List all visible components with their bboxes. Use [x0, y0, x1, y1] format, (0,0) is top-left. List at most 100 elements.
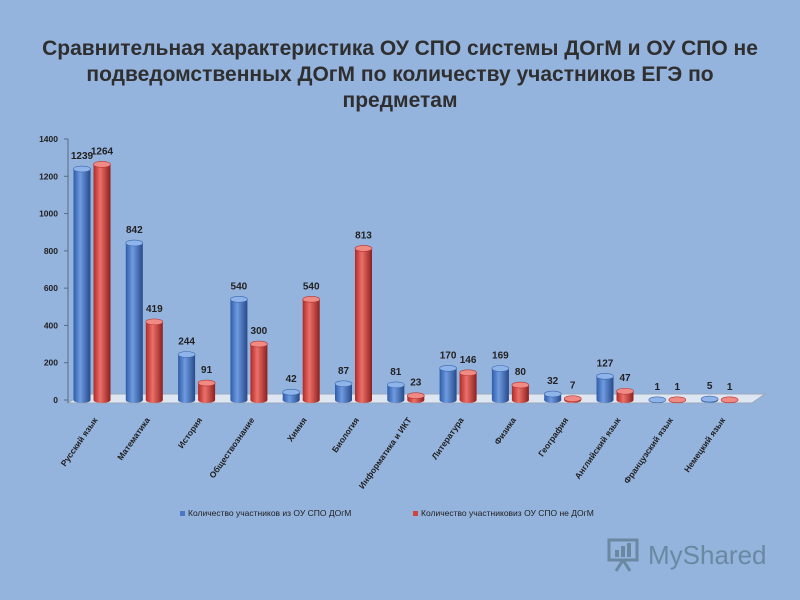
bar-base-series-2: [511, 397, 529, 403]
value-label-series-2: 419: [146, 304, 163, 315]
bar-series-2: [198, 383, 216, 400]
bar-base-series-2: [459, 397, 477, 403]
y-tick-label: 400: [44, 320, 58, 330]
bar-top-series-2: [668, 396, 687, 404]
slide-title: Сравнительная характеристика ОУ СПО сист…: [42, 37, 758, 112]
x-tick-label: Обществознание: [207, 415, 257, 480]
value-label-series-1: 81: [390, 367, 402, 378]
bar-base-series-2: [616, 397, 634, 403]
value-label-series-2: 91: [201, 365, 213, 376]
bar-top-series-2: [250, 340, 268, 348]
bar-top-series-1: [700, 395, 719, 403]
legend: Количество участников из ОУ СПО ДОгМ Кол…: [180, 508, 594, 518]
bar-top-series-1: [543, 390, 562, 398]
bar-top-series-2: [511, 381, 530, 389]
x-axis-labels: Русский язык Математика История Обществозна…: [59, 415, 728, 491]
value-label-series-1: 32: [547, 376, 559, 387]
bar-top-series-1: [334, 380, 353, 388]
bar-top-series-1: [491, 365, 510, 372]
x-tick-label: Русский язык: [59, 415, 101, 468]
bar-base-series-1: [439, 397, 457, 403]
bar-top-series-2: [406, 392, 425, 400]
bar-base-series-2: [145, 397, 163, 403]
bar-base-series-2: [302, 397, 320, 403]
bar-top-series-1: [648, 396, 667, 404]
bar-base-series-1: [178, 397, 196, 403]
y-tick-label: 1200: [39, 171, 58, 181]
bar-base-series-1: [230, 397, 248, 403]
value-label-series-2: 47: [619, 373, 631, 384]
watermark: MyShared: [606, 536, 767, 574]
presentation-board-icon: [607, 538, 639, 572]
bar-base-series-1: [596, 397, 614, 403]
value-label-series-1: 169: [492, 350, 509, 361]
bar-top-series-1: [386, 381, 405, 389]
value-label-series-2: 813: [355, 230, 372, 241]
bar-series-2: [355, 248, 372, 400]
bar-series-1: [439, 368, 457, 400]
bar-base-series-1: [335, 397, 352, 403]
bar-base-series-1: [387, 397, 405, 403]
value-label-series-1: 244: [178, 337, 195, 348]
bar-base-series-1: [544, 397, 562, 403]
bar-top-series-2: [145, 318, 164, 326]
bar-base-series-1: [125, 397, 143, 403]
bar-top-series-1: [230, 296, 248, 303]
y-tick-label: 800: [44, 246, 58, 256]
bar-series-2: [93, 164, 111, 400]
bar-series-1: [125, 243, 143, 400]
bar-series-1: [335, 383, 352, 400]
bar-top-series-2: [616, 387, 634, 395]
value-label-series-1: 540: [231, 281, 248, 292]
legend-swatch-series-2: [413, 511, 418, 516]
x-tick-label: Биология: [330, 415, 361, 454]
value-label-series-1: 5: [707, 381, 713, 392]
y-tick-label: 0: [53, 395, 58, 405]
bar-top-series-1: [282, 388, 301, 396]
bar-series-1: [73, 169, 91, 400]
bar-top-series-1: [73, 165, 91, 173]
value-label-series-1: 1239: [71, 151, 94, 162]
bar-series-2: [616, 391, 634, 400]
bar-series-1: [491, 368, 509, 400]
bar-base-series-1: [491, 397, 509, 403]
value-label-series-2: 1: [727, 382, 733, 393]
x-tick-label: Немецкий язык: [682, 415, 728, 474]
bar-base-series-2: [93, 397, 111, 403]
value-label-series-1: 842: [126, 225, 143, 236]
bar-series-2: [459, 372, 477, 400]
x-tick-label: Математика: [115, 415, 152, 462]
x-tick-label: Химия: [285, 415, 309, 443]
bar-series-1: [282, 392, 300, 400]
value-label-series-1: 170: [440, 350, 457, 361]
bar-base-series-2: [250, 397, 268, 403]
value-label-series-2: 1264: [91, 146, 114, 157]
value-label-series-2: 80: [515, 367, 527, 378]
value-label-series-1: 42: [286, 374, 298, 385]
value-label-series-1: 1: [655, 382, 661, 393]
bars: [73, 161, 739, 404]
legend-label-series-2: Количество участниковиз ОУ СПО не ДОгМ: [421, 508, 594, 518]
x-tick-label: География: [536, 415, 570, 458]
x-tick-label: История: [176, 415, 205, 450]
bar-series-1: [387, 384, 405, 400]
bar-top-series-2: [720, 396, 739, 404]
value-label-series-1: 127: [597, 358, 614, 369]
bar-top-series-2: [354, 245, 373, 252]
value-label-series-2: 23: [410, 378, 422, 389]
y-axis: 0 200 400 600 800 1000 1200 1400: [39, 134, 68, 405]
legend-swatch-series-1: [180, 511, 185, 516]
value-label-series-2: 7: [570, 381, 576, 392]
bar-top-series-2: [302, 296, 321, 303]
bar-base-series-1: [73, 397, 91, 403]
y-tick-label: 600: [44, 283, 58, 293]
x-tick-label: Английский язык: [573, 415, 623, 481]
x-tick-label: Литература: [429, 415, 465, 461]
x-tick-label: Физика: [492, 415, 518, 446]
bar-top-series-2: [197, 379, 216, 387]
bar-series-1: [178, 354, 196, 400]
bar-series-2: [511, 385, 529, 400]
legend-label-series-1: Количество участников из ОУ СПО ДОгМ: [188, 508, 351, 518]
